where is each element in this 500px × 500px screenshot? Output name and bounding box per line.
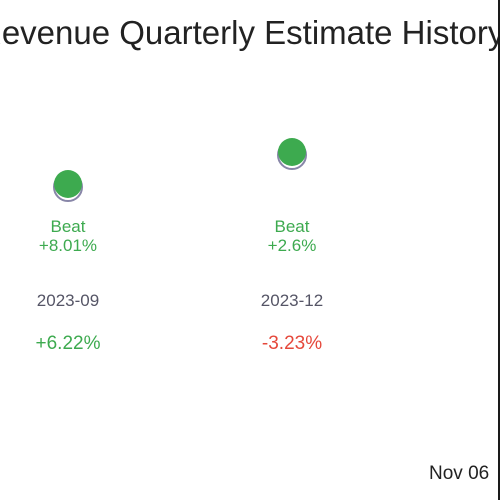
actual-marker — [278, 138, 306, 166]
result-label: Beat — [275, 217, 310, 236]
surprise-value: +8.01% — [39, 236, 97, 255]
surprise-value: +2.6% — [268, 236, 317, 255]
chart-title: Revenue Quarterly Estimate History — [0, 14, 500, 51]
period-label: 2023-09 — [37, 291, 99, 310]
actual-marker — [54, 170, 82, 198]
date-stamp: Nov 06 — [429, 463, 490, 484]
period-label: 2023-12 — [261, 291, 323, 310]
frame-edge — [498, 0, 500, 500]
change-value: +6.22% — [36, 333, 101, 354]
result-label: Beat — [51, 217, 86, 236]
change-value: -3.23% — [262, 333, 322, 354]
